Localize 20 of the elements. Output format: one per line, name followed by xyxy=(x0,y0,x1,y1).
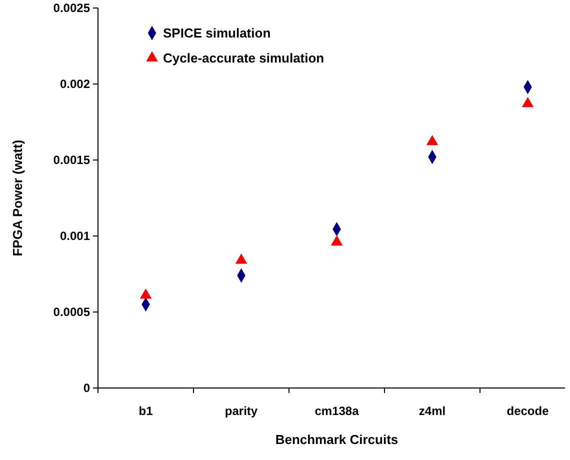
y-axis-title: FPGA Power (watt) xyxy=(10,140,25,256)
legend-label: Cycle-accurate simulation xyxy=(163,50,324,66)
y-tick-label: 0.002 xyxy=(60,77,90,92)
x-tick-label: decode xyxy=(506,404,550,418)
x-axis-title: Benchmark Circuits xyxy=(275,432,398,447)
point xyxy=(330,235,343,246)
x-tick-label: z4ml xyxy=(418,404,446,418)
point xyxy=(522,96,534,108)
y-tick-label: 0.0025 xyxy=(53,1,90,16)
y-tick-label: 0.0005 xyxy=(53,305,90,320)
point xyxy=(235,254,248,264)
x-tick-label: parity xyxy=(224,404,258,418)
legend-label: SPICE simulation xyxy=(163,26,271,41)
x-tick-label: b1 xyxy=(138,404,154,418)
point xyxy=(426,134,438,146)
point xyxy=(140,288,152,299)
x-tick-label: cm138a xyxy=(314,404,360,418)
y-tick-label: 0.0015 xyxy=(53,153,90,168)
y-tick-label: 0 xyxy=(83,381,90,396)
y-tick-label: 0.001 xyxy=(60,229,90,244)
